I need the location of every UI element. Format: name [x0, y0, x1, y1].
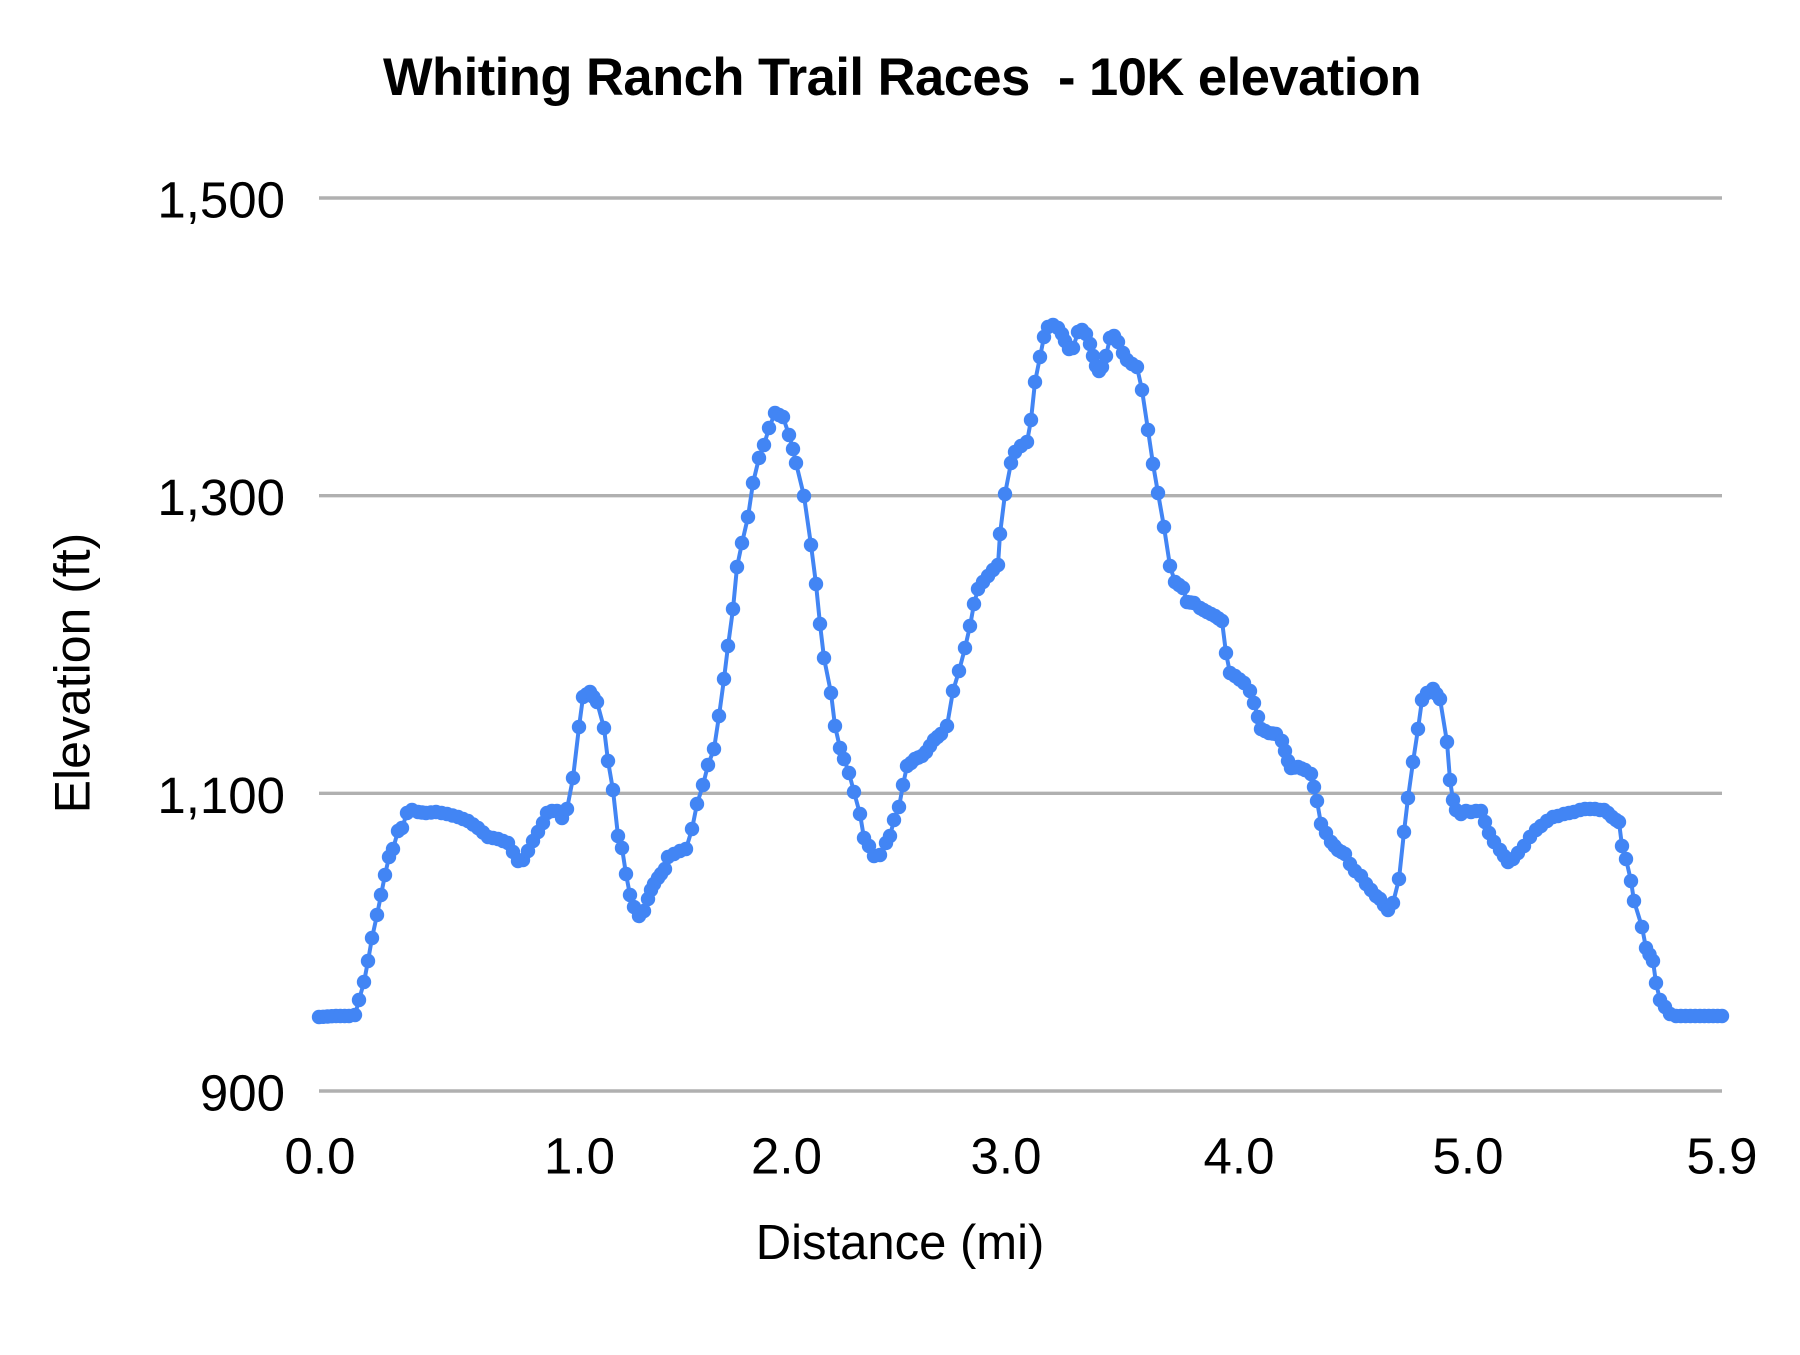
svg-text:Elevation (ft): Elevation (ft)	[45, 533, 101, 814]
svg-text:2.0: 2.0	[751, 1128, 822, 1185]
svg-text:1,100: 1,100	[157, 767, 285, 824]
svg-text:900: 900	[200, 1065, 285, 1122]
svg-text:0.0: 0.0	[285, 1128, 356, 1185]
svg-text:1,500: 1,500	[157, 172, 285, 229]
svg-text:Distance (mi): Distance (mi)	[756, 1216, 1045, 1270]
svg-text:1,300: 1,300	[157, 469, 285, 526]
svg-text:5.9: 5.9	[1687, 1128, 1758, 1185]
svg-text:1.0: 1.0	[544, 1128, 615, 1185]
svg-text:4.0: 4.0	[1204, 1128, 1275, 1185]
svg-text:3.0: 3.0	[971, 1128, 1042, 1185]
svg-text:5.0: 5.0	[1433, 1128, 1504, 1185]
svg-text:Whiting Ranch Trail Races - 1: Whiting Ranch Trail Races - 10K elevatio…	[383, 48, 1421, 107]
